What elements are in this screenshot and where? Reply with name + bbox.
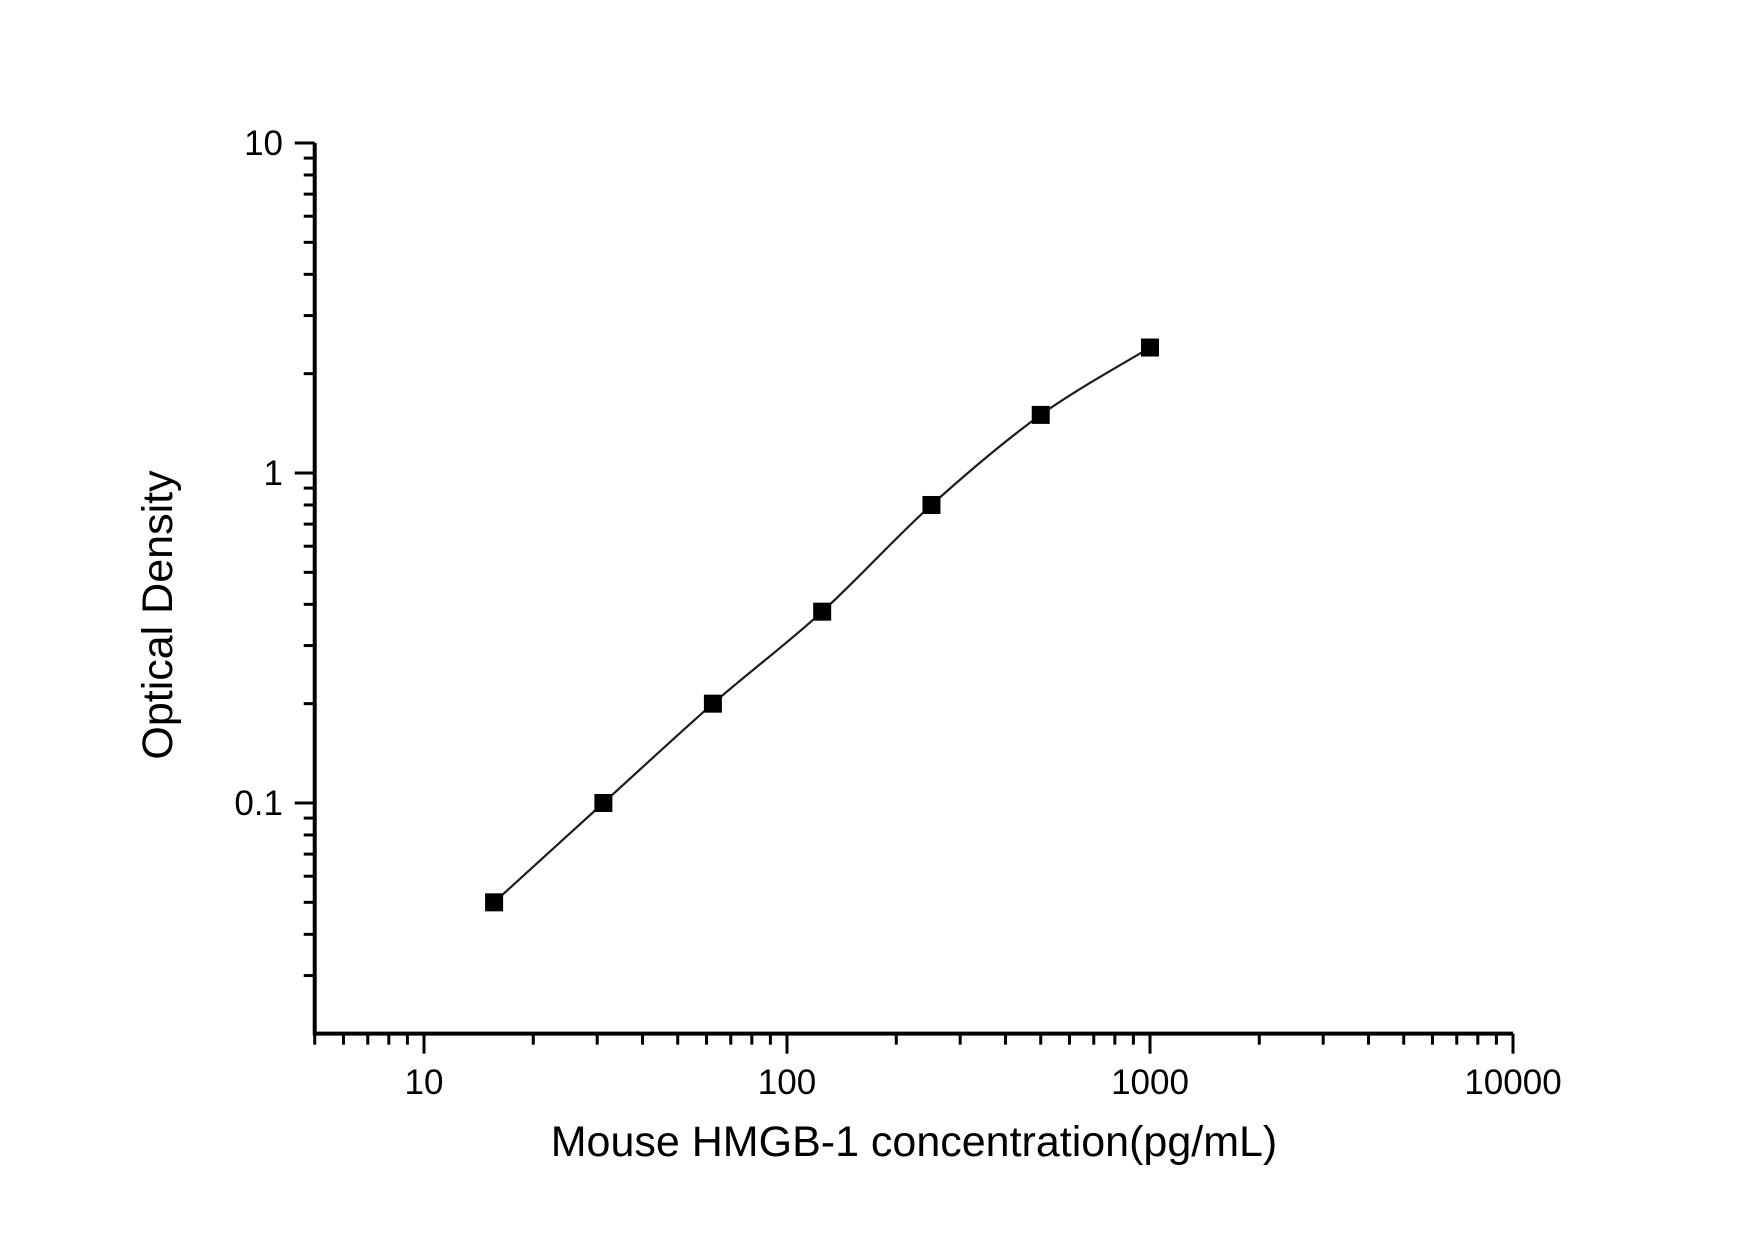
data-point-marker xyxy=(922,495,941,514)
data-point-marker xyxy=(485,893,504,912)
tick-labels: 10 100 1000 10000 10 1 0.1 xyxy=(234,124,1561,1102)
x-tick-label: 100 xyxy=(758,1063,816,1102)
data-point-marker xyxy=(1031,405,1050,424)
data-point-marker xyxy=(813,602,832,621)
axis-spines xyxy=(312,143,1513,1036)
y-axis-title: Optical Density xyxy=(134,470,182,760)
x-axis-title: Mouse HMGB-1 concentration(pg/mL) xyxy=(551,1118,1278,1166)
axes xyxy=(294,141,1515,1054)
data-point-marker xyxy=(703,694,722,713)
data-point-marker xyxy=(1141,338,1159,357)
plot-series xyxy=(485,338,1159,912)
y-tick-label: 10 xyxy=(244,124,283,163)
standard-curve-line xyxy=(493,346,1151,904)
y-tick-label: 0.1 xyxy=(234,784,283,823)
y-tick-label: 1 xyxy=(264,454,283,493)
x-tick-label: 10 xyxy=(405,1063,444,1102)
data-point-marker xyxy=(594,794,613,812)
x-tick-label: 1000 xyxy=(1111,1063,1189,1102)
x-tick-label: 10000 xyxy=(1464,1063,1561,1102)
